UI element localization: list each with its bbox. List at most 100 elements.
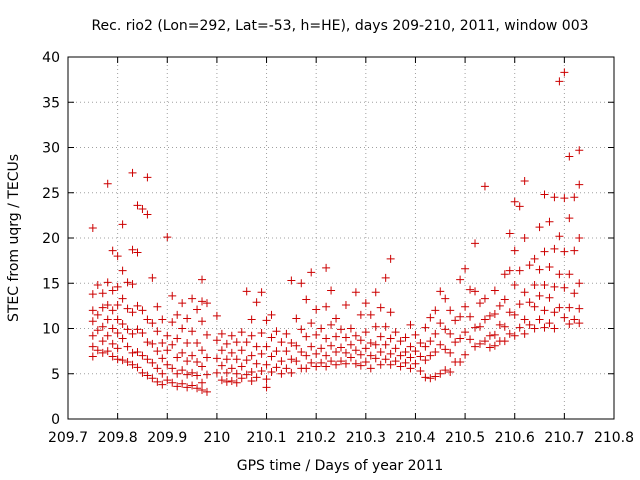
data-point xyxy=(317,324,326,333)
data-point xyxy=(441,294,450,303)
data-point xyxy=(565,270,574,279)
data-point xyxy=(346,324,355,333)
data-point xyxy=(386,308,395,317)
data-point xyxy=(277,338,286,347)
data-point xyxy=(436,369,445,378)
data-point xyxy=(302,295,311,304)
data-point xyxy=(570,315,579,324)
data-point xyxy=(545,262,554,271)
data-point xyxy=(128,245,137,254)
data-point xyxy=(520,329,529,338)
data-point xyxy=(287,368,296,377)
data-point xyxy=(292,357,301,366)
data-point xyxy=(366,351,375,360)
data-point xyxy=(515,300,524,309)
data-point xyxy=(317,344,326,353)
data-point xyxy=(560,247,569,256)
data-point xyxy=(411,330,420,339)
data-point xyxy=(113,315,122,324)
data-point xyxy=(242,370,251,379)
data-point xyxy=(133,363,142,372)
data-point xyxy=(500,337,509,346)
data-point xyxy=(158,354,167,363)
data-point xyxy=(560,194,569,203)
data-point xyxy=(337,325,345,334)
data-point xyxy=(386,349,395,358)
data-point xyxy=(411,359,420,368)
data-point xyxy=(257,288,266,297)
data-point xyxy=(183,370,192,379)
data-point xyxy=(456,275,465,284)
data-point xyxy=(366,364,375,373)
data-point xyxy=(292,341,301,350)
y-tick-label: 25 xyxy=(42,186,60,202)
data-point xyxy=(163,346,172,355)
data-point xyxy=(456,312,465,321)
x-tick-label: 210.2 xyxy=(296,430,336,446)
data-point xyxy=(406,320,415,329)
data-point xyxy=(480,315,489,324)
data-point xyxy=(98,322,107,331)
data-point xyxy=(471,342,480,351)
data-point xyxy=(446,348,455,357)
data-point xyxy=(535,223,544,232)
data-point xyxy=(168,364,177,373)
data-point xyxy=(560,68,569,77)
data-point xyxy=(307,268,316,277)
data-point xyxy=(148,319,157,328)
data-point xyxy=(153,327,162,336)
data-point xyxy=(98,303,107,312)
data-point xyxy=(93,281,102,290)
data-point xyxy=(401,333,410,342)
data-point xyxy=(381,273,390,282)
data-point xyxy=(193,384,202,393)
data-point xyxy=(376,332,385,341)
data-point xyxy=(456,357,465,366)
data-point xyxy=(322,302,331,311)
data-point xyxy=(416,352,425,361)
x-tick-label: 209.7 xyxy=(48,430,88,446)
x-tick-label: 210.3 xyxy=(346,430,386,446)
y-tick-label: 15 xyxy=(42,276,60,292)
data-point xyxy=(267,367,276,376)
data-point xyxy=(88,352,97,361)
data-point xyxy=(217,329,226,338)
data-point xyxy=(565,319,574,328)
data-point xyxy=(356,361,365,370)
data-point xyxy=(540,306,549,315)
data-point xyxy=(252,373,261,382)
data-point xyxy=(575,319,584,328)
data-point xyxy=(406,342,415,351)
data-point xyxy=(466,335,475,344)
data-point xyxy=(168,318,177,327)
data-point xyxy=(252,342,261,351)
data-point xyxy=(168,378,177,387)
data-point xyxy=(327,320,336,329)
data-point xyxy=(118,356,127,365)
data-point xyxy=(188,351,197,360)
data-point xyxy=(252,298,261,307)
data-point xyxy=(237,328,246,337)
data-point xyxy=(337,343,345,352)
data-point xyxy=(247,376,256,385)
data-point xyxy=(426,374,435,383)
data-point xyxy=(163,376,172,385)
data-point xyxy=(108,306,117,315)
data-point xyxy=(565,303,574,312)
data-point xyxy=(396,337,405,346)
data-point xyxy=(163,233,172,242)
data-point xyxy=(396,351,405,360)
data-point xyxy=(550,282,559,291)
data-point xyxy=(431,306,440,315)
data-point xyxy=(466,312,475,321)
data-point xyxy=(242,287,251,296)
data-point xyxy=(530,254,539,263)
data-point xyxy=(550,308,559,317)
data-point xyxy=(237,374,246,383)
data-point xyxy=(480,182,489,191)
data-point xyxy=(198,297,207,306)
data-point xyxy=(550,324,559,333)
data-point xyxy=(173,310,182,319)
data-point xyxy=(366,310,375,319)
data-point xyxy=(312,330,321,339)
